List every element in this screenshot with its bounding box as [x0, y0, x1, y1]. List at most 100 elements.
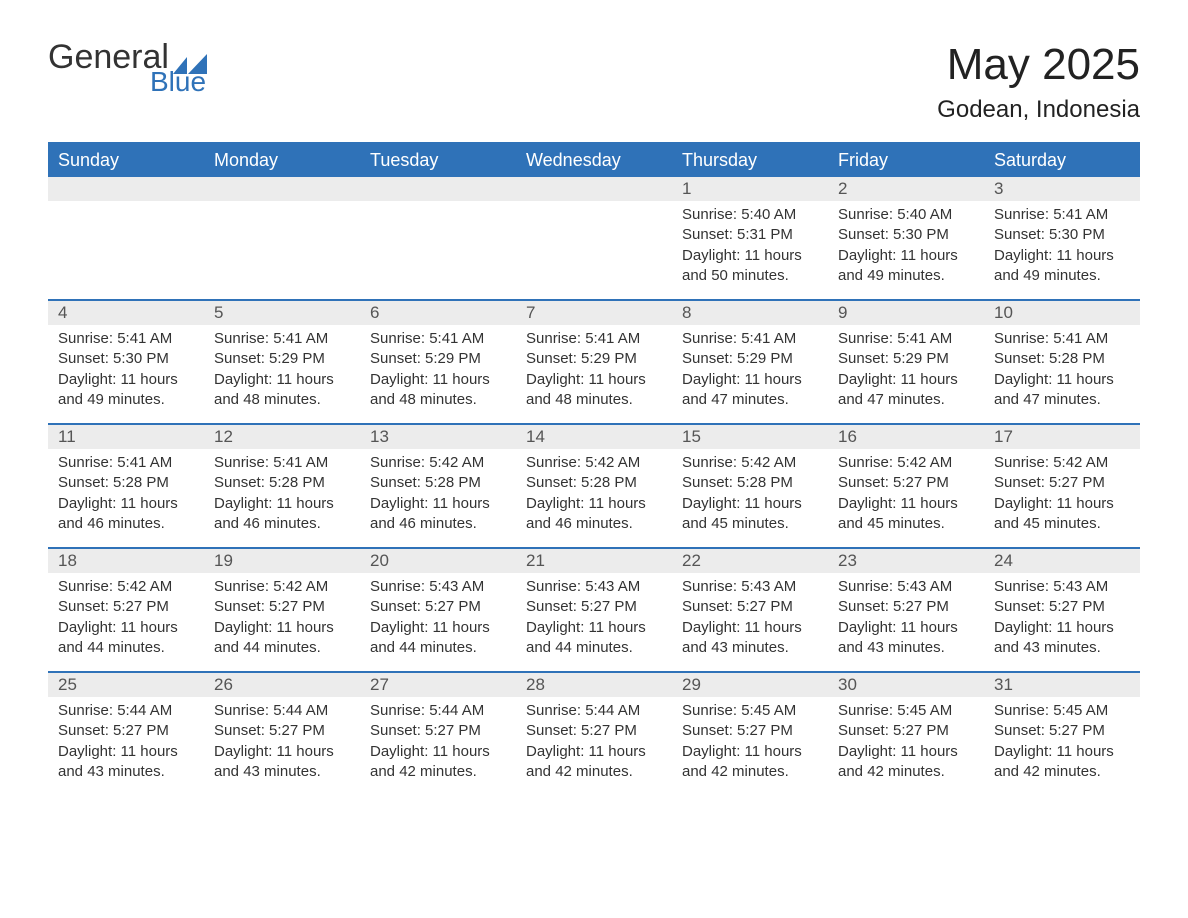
day-daylight1: Daylight: 11 hours: [58, 742, 194, 762]
calendar-day: 24Sunrise: 5:43 AMSunset: 5:27 PMDayligh…: [984, 549, 1140, 671]
day-daylight2: and 46 minutes.: [526, 514, 662, 534]
calendar-day: 28Sunrise: 5:44 AMSunset: 5:27 PMDayligh…: [516, 673, 672, 795]
day-sunset: Sunset: 5:27 PM: [838, 721, 974, 741]
weekday-header: Friday: [828, 144, 984, 177]
day-sunrise: Sunrise: 5:44 AM: [58, 701, 194, 721]
day-sunrise: Sunrise: 5:40 AM: [682, 205, 818, 225]
calendar-day: 4Sunrise: 5:41 AMSunset: 5:30 PMDaylight…: [48, 301, 204, 423]
day-daylight1: Daylight: 11 hours: [214, 494, 350, 514]
day-daylight1: Daylight: 11 hours: [370, 494, 506, 514]
day-number: 13: [360, 425, 516, 449]
day-number: 4: [48, 301, 204, 325]
day-sunset: Sunset: 5:27 PM: [994, 721, 1130, 741]
calendar-day: 22Sunrise: 5:43 AMSunset: 5:27 PMDayligh…: [672, 549, 828, 671]
day-daylight2: and 47 minutes.: [994, 390, 1130, 410]
day-sunset: Sunset: 5:30 PM: [994, 225, 1130, 245]
day-daylight1: Daylight: 11 hours: [370, 742, 506, 762]
day-sunset: Sunset: 5:27 PM: [370, 721, 506, 741]
day-number: 28: [516, 673, 672, 697]
calendar-week: 11Sunrise: 5:41 AMSunset: 5:28 PMDayligh…: [48, 423, 1140, 547]
day-number: [516, 177, 672, 201]
day-sunrise: Sunrise: 5:43 AM: [682, 577, 818, 597]
calendar-day: [360, 177, 516, 299]
day-sunrise: Sunrise: 5:44 AM: [526, 701, 662, 721]
day-sunset: Sunset: 5:27 PM: [682, 721, 818, 741]
day-daylight1: Daylight: 11 hours: [682, 742, 818, 762]
day-daylight2: and 43 minutes.: [58, 762, 194, 782]
day-number: 22: [672, 549, 828, 573]
day-details: Sunrise: 5:43 AMSunset: 5:27 PMDaylight:…: [828, 573, 984, 658]
day-number: 18: [48, 549, 204, 573]
day-daylight1: Daylight: 11 hours: [58, 494, 194, 514]
calendar: SundayMondayTuesdayWednesdayThursdayFrid…: [48, 142, 1140, 795]
day-daylight1: Daylight: 11 hours: [682, 618, 818, 638]
day-daylight1: Daylight: 11 hours: [994, 618, 1130, 638]
day-details: Sunrise: 5:43 AMSunset: 5:27 PMDaylight:…: [516, 573, 672, 658]
location-subtitle: Godean, Indonesia: [937, 96, 1140, 124]
day-sunset: Sunset: 5:27 PM: [58, 597, 194, 617]
day-daylight2: and 44 minutes.: [370, 638, 506, 658]
calendar-day: 25Sunrise: 5:44 AMSunset: 5:27 PMDayligh…: [48, 673, 204, 795]
calendar-week: 1Sunrise: 5:40 AMSunset: 5:31 PMDaylight…: [48, 177, 1140, 299]
calendar-day: 3Sunrise: 5:41 AMSunset: 5:30 PMDaylight…: [984, 177, 1140, 299]
day-daylight1: Daylight: 11 hours: [838, 618, 974, 638]
brand-logo: General Blue: [48, 40, 207, 96]
day-daylight2: and 47 minutes.: [838, 390, 974, 410]
day-daylight2: and 42 minutes.: [682, 762, 818, 782]
day-details: Sunrise: 5:42 AMSunset: 5:27 PMDaylight:…: [204, 573, 360, 658]
day-daylight2: and 43 minutes.: [214, 762, 350, 782]
calendar-day: 15Sunrise: 5:42 AMSunset: 5:28 PMDayligh…: [672, 425, 828, 547]
day-sunset: Sunset: 5:28 PM: [682, 473, 818, 493]
day-number: 31: [984, 673, 1140, 697]
day-sunset: Sunset: 5:28 PM: [214, 473, 350, 493]
day-daylight2: and 46 minutes.: [58, 514, 194, 534]
calendar-day: 30Sunrise: 5:45 AMSunset: 5:27 PMDayligh…: [828, 673, 984, 795]
day-daylight1: Daylight: 11 hours: [682, 370, 818, 390]
day-daylight2: and 45 minutes.: [838, 514, 974, 534]
day-sunset: Sunset: 5:27 PM: [370, 597, 506, 617]
day-daylight1: Daylight: 11 hours: [838, 742, 974, 762]
calendar-day: 16Sunrise: 5:42 AMSunset: 5:27 PMDayligh…: [828, 425, 984, 547]
day-daylight2: and 50 minutes.: [682, 266, 818, 286]
day-daylight1: Daylight: 11 hours: [994, 246, 1130, 266]
day-sunrise: Sunrise: 5:42 AM: [58, 577, 194, 597]
calendar-day: 7Sunrise: 5:41 AMSunset: 5:29 PMDaylight…: [516, 301, 672, 423]
day-details: Sunrise: 5:41 AMSunset: 5:28 PMDaylight:…: [984, 325, 1140, 410]
day-details: Sunrise: 5:43 AMSunset: 5:27 PMDaylight:…: [672, 573, 828, 658]
day-sunset: Sunset: 5:28 PM: [58, 473, 194, 493]
day-sunset: Sunset: 5:27 PM: [526, 721, 662, 741]
calendar-day: 14Sunrise: 5:42 AMSunset: 5:28 PMDayligh…: [516, 425, 672, 547]
day-daylight1: Daylight: 11 hours: [58, 370, 194, 390]
day-number: 5: [204, 301, 360, 325]
day-sunrise: Sunrise: 5:41 AM: [994, 329, 1130, 349]
calendar-week: 18Sunrise: 5:42 AMSunset: 5:27 PMDayligh…: [48, 547, 1140, 671]
day-daylight1: Daylight: 11 hours: [994, 494, 1130, 514]
day-daylight1: Daylight: 11 hours: [994, 370, 1130, 390]
day-number: 6: [360, 301, 516, 325]
day-sunrise: Sunrise: 5:42 AM: [682, 453, 818, 473]
day-daylight2: and 43 minutes.: [994, 638, 1130, 658]
calendar-day: [204, 177, 360, 299]
calendar-day: 31Sunrise: 5:45 AMSunset: 5:27 PMDayligh…: [984, 673, 1140, 795]
calendar-day: 18Sunrise: 5:42 AMSunset: 5:27 PMDayligh…: [48, 549, 204, 671]
day-daylight1: Daylight: 11 hours: [370, 618, 506, 638]
day-details: Sunrise: 5:41 AMSunset: 5:30 PMDaylight:…: [48, 325, 204, 410]
day-sunset: Sunset: 5:30 PM: [838, 225, 974, 245]
calendar-day: [48, 177, 204, 299]
day-number: 12: [204, 425, 360, 449]
day-daylight1: Daylight: 11 hours: [682, 246, 818, 266]
day-details: Sunrise: 5:41 AMSunset: 5:30 PMDaylight:…: [984, 201, 1140, 286]
day-sunrise: Sunrise: 5:41 AM: [370, 329, 506, 349]
day-number: 8: [672, 301, 828, 325]
day-number: 30: [828, 673, 984, 697]
day-number: 10: [984, 301, 1140, 325]
day-daylight1: Daylight: 11 hours: [214, 742, 350, 762]
day-daylight2: and 45 minutes.: [994, 514, 1130, 534]
day-number: 2: [828, 177, 984, 201]
day-sunset: Sunset: 5:31 PM: [682, 225, 818, 245]
weekday-header: Monday: [204, 144, 360, 177]
calendar-day: 26Sunrise: 5:44 AMSunset: 5:27 PMDayligh…: [204, 673, 360, 795]
calendar-week: 25Sunrise: 5:44 AMSunset: 5:27 PMDayligh…: [48, 671, 1140, 795]
day-sunset: Sunset: 5:27 PM: [214, 721, 350, 741]
day-daylight1: Daylight: 11 hours: [838, 494, 974, 514]
